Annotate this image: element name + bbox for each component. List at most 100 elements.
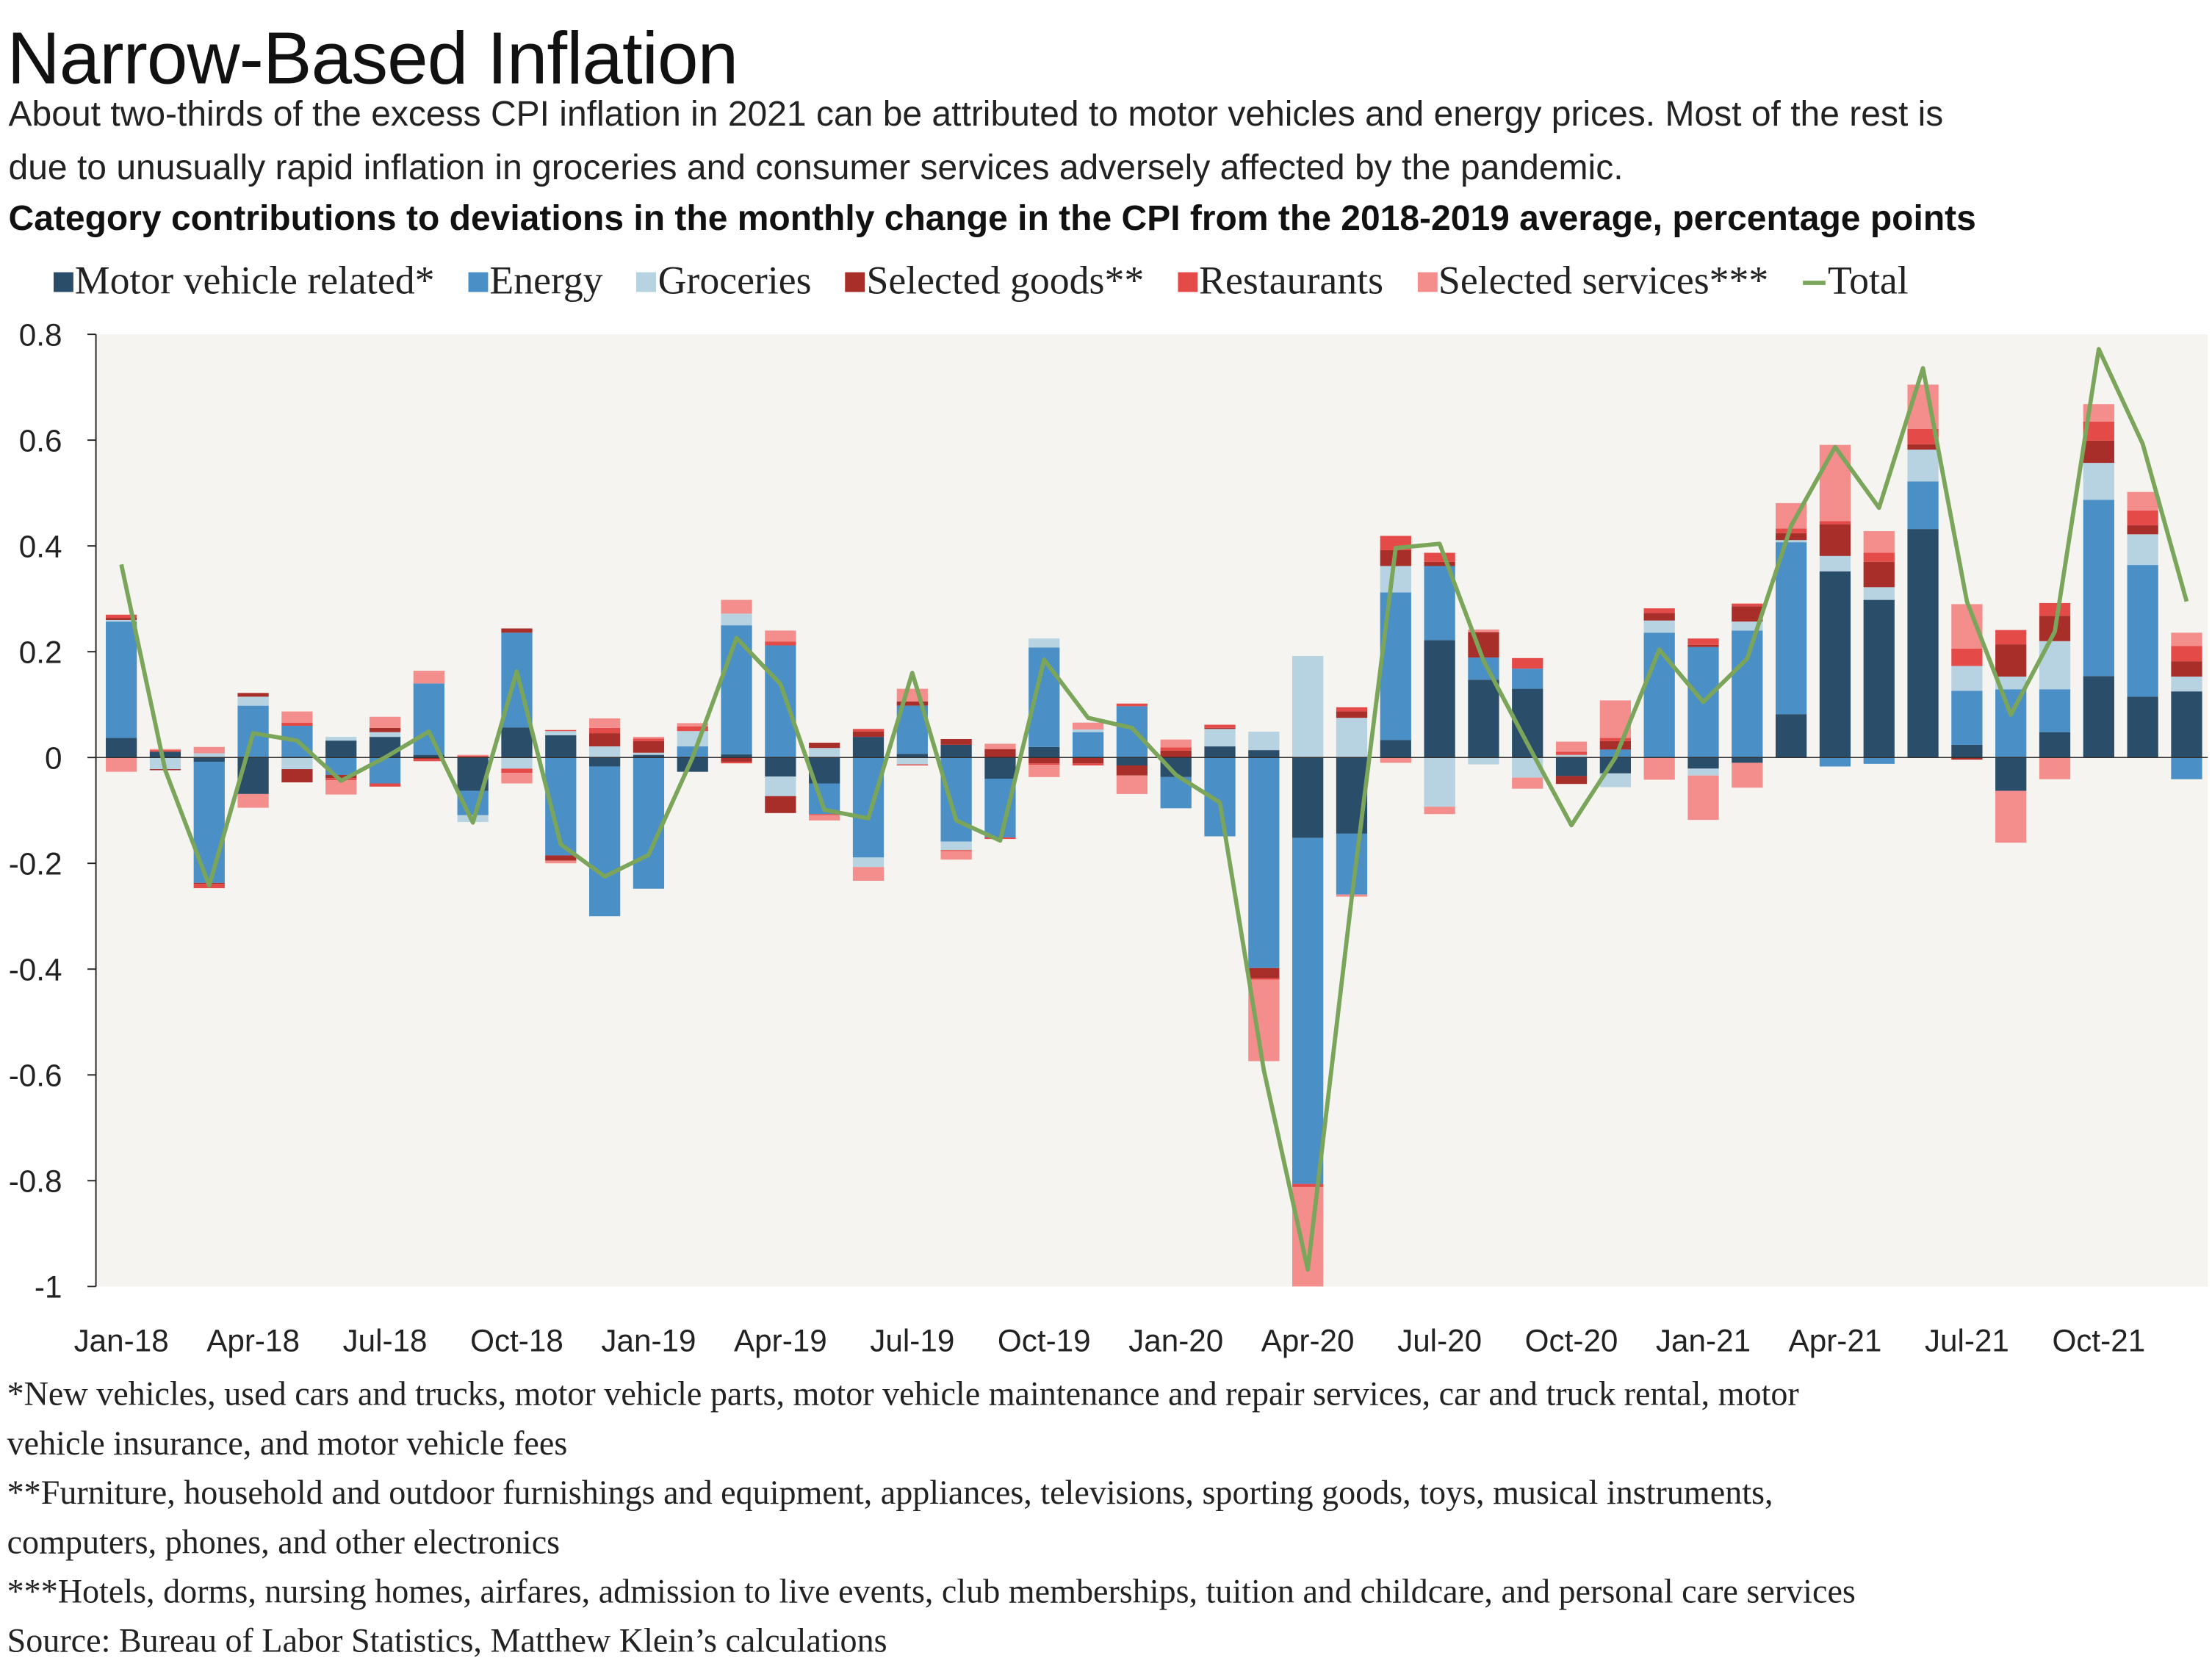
legend-label: Restaurants [1199, 259, 1384, 303]
y-tick-label: 0.8 [19, 317, 62, 352]
x-tick-label: Oct-21 [2052, 1324, 2145, 1358]
legend-swatch [1178, 272, 1198, 292]
bar-motor-vehicle-related-2 [193, 757, 225, 762]
source-note: Source: Bureau of Labor Statistics, Matt… [7, 1623, 887, 1661]
bar-selected-goods-45 [2083, 440, 2114, 464]
y-tick-label: 0.4 [19, 530, 62, 564]
bar-motor-vehicle-related-21 [1028, 746, 1060, 758]
bar-selected-services-43 [1995, 790, 2027, 843]
bar-restaurants-28 [1336, 707, 1368, 712]
bar-energy-44 [2039, 689, 2071, 732]
bar-energy-29 [1380, 592, 1411, 740]
bar-groceries-12 [633, 752, 665, 755]
bar-selected-goods-36 [1687, 644, 1719, 647]
bar-selected-goods-37 [1732, 606, 1763, 622]
bar-motor-vehicle-related-10 [545, 735, 577, 758]
bar-groceries-34 [1599, 773, 1631, 787]
bar-restaurants-6 [369, 783, 401, 787]
bar-motor-vehicle-related-44 [2039, 732, 2071, 758]
y-tick-label: 0 [45, 741, 62, 776]
bar-selected-services-6 [369, 716, 401, 728]
bar-energy-17 [852, 757, 885, 858]
bar-energy-45 [2083, 500, 2114, 677]
bar-selected-goods-35 [1643, 613, 1675, 621]
subtitle-line-1: About two-thirds of the excess CPI infla… [8, 94, 1944, 134]
legend-label: Selected goods** [866, 259, 1145, 303]
bar-groceries-10 [545, 731, 577, 735]
bar-energy-14 [721, 625, 752, 754]
bar-groceries-38 [1776, 540, 1807, 543]
bar-restaurants-34 [1599, 738, 1631, 741]
bar-selected-services-13 [677, 723, 708, 727]
bar-restaurants-14 [721, 761, 752, 764]
bar-restaurants-44 [2039, 602, 2071, 616]
bar-groceries-46 [2127, 534, 2158, 566]
bar-motor-vehicle-related-7 [413, 754, 444, 758]
bar-restaurants-19 [940, 850, 972, 851]
x-tick-label: Jul-18 [343, 1324, 428, 1358]
bar-groceries-9 [501, 757, 533, 769]
bar-groceries-26 [1248, 731, 1280, 751]
bar-restaurants-24 [1160, 747, 1192, 751]
x-tick-label: Apr-19 [734, 1324, 827, 1358]
y-tick-label: -0.4 [9, 953, 62, 987]
bar-energy-40 [1863, 757, 1895, 764]
x-tick-label: Jan-20 [1128, 1324, 1223, 1358]
bar-groceries-36 [1687, 768, 1719, 776]
bar-energy-0 [106, 621, 137, 738]
bar-energy-37 [1732, 630, 1763, 758]
legend-item: Motor vehicle related* [53, 259, 435, 304]
bar-restaurants-17 [852, 729, 885, 732]
bar-restaurants-9 [501, 768, 533, 774]
bar-motor-vehicle-related-9 [501, 727, 533, 758]
bar-selected-goods-30 [1424, 561, 1455, 566]
bar-restaurants-13 [677, 726, 708, 732]
bar-motor-vehicle-related-6 [369, 737, 401, 758]
legend-item: Selected services*** [1417, 259, 1768, 304]
y-tick-label: 0.2 [19, 635, 62, 670]
bar-selected-goods-16 [809, 743, 840, 749]
bar-selected-services-21 [1028, 765, 1060, 777]
bar-motor-vehicle-related-38 [1776, 714, 1807, 758]
legend-swatch [468, 272, 489, 292]
bar-selected-goods-47 [2171, 661, 2202, 677]
bar-selected-goods-15 [765, 796, 796, 813]
bar-selected-goods-19 [940, 738, 972, 745]
bar-selected-goods-40 [1863, 561, 1895, 588]
bar-groceries-17 [852, 857, 885, 868]
bar-restaurants-30 [1424, 552, 1455, 562]
bar-selected-services-37 [1732, 763, 1763, 788]
bar-restaurants-33 [1555, 751, 1588, 755]
bar-motor-vehicle-related-47 [2171, 691, 2202, 758]
bar-selected-services-33 [1555, 741, 1588, 752]
bar-selected-services-14 [721, 599, 752, 614]
legend-swatch [53, 272, 73, 292]
bar-energy-12 [633, 757, 665, 889]
bar-groceries-22 [1072, 729, 1104, 732]
bar-groceries-21 [1028, 638, 1060, 648]
bar-selected-services-36 [1687, 775, 1719, 821]
bar-selected-goods-22 [1072, 757, 1104, 764]
bar-motor-vehicle-related-5 [325, 740, 357, 758]
bar-selected-services-12 [633, 737, 665, 739]
legend-swatch [845, 272, 865, 292]
bar-motor-vehicle-related-30 [1424, 640, 1455, 758]
x-tick-label: Jul-20 [1397, 1324, 1482, 1358]
legend-label: Selected services*** [1438, 259, 1769, 303]
bar-energy-23 [1116, 706, 1148, 758]
bar-groceries-18 [896, 757, 928, 765]
bar-selected-services-5 [325, 780, 357, 795]
bar-groceries-40 [1863, 587, 1895, 600]
bar-selected-goods-43 [1995, 644, 2027, 677]
legend-swatch [636, 272, 657, 292]
bar-groceries-30 [1424, 757, 1455, 807]
bar-restaurants-16 [809, 814, 840, 815]
subtitle-line-2: due to unusually rapid inflation in groc… [8, 148, 1624, 188]
bar-groceries-19 [940, 841, 972, 851]
bar-selected-goods-34 [1599, 740, 1631, 750]
bar-groceries-47 [2171, 677, 2202, 692]
bar-restaurants-39 [1819, 521, 1851, 525]
bar-motor-vehicle-related-41 [1907, 529, 1939, 758]
bar-selected-services-15 [765, 630, 796, 642]
bar-motor-vehicle-related-40 [1863, 599, 1895, 758]
